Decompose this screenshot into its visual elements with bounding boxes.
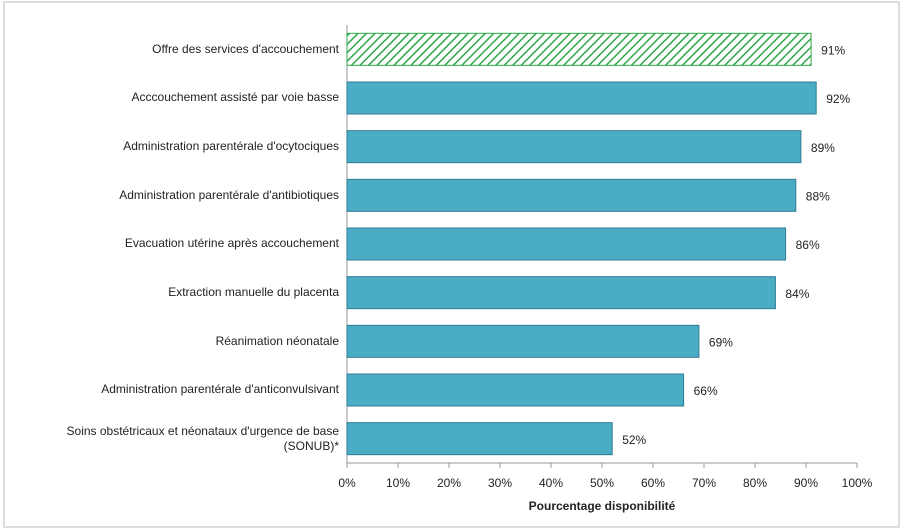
value-label: 66% [694, 384, 718, 398]
value-label: 88% [806, 190, 830, 204]
y-tick-label: Offre des services d'accouchement [152, 41, 339, 56]
bar [346, 81, 817, 115]
x-tick-label: 70% [692, 476, 716, 490]
x-tick-label: 20% [437, 476, 461, 490]
y-tick-label-box: Administration parentérale d'antibiotiqu… [119, 187, 339, 202]
y-tick-label: Acccouchement assisté par voie basse [131, 90, 339, 105]
y-tick-label: Evacuation utérine après accouchement [124, 236, 339, 251]
y-tick-label-box: Administration parentérale d'ocytociques [123, 139, 339, 154]
x-tick-label: 50% [590, 476, 614, 490]
value-label: 91% [821, 44, 845, 58]
y-tick-label: Réanimation néonatale [215, 333, 339, 348]
y-tick-label-box: Evacuation utérine après accouchement [124, 236, 339, 251]
value-label: 86% [796, 238, 820, 252]
value-label: 92% [826, 92, 850, 106]
value-label: 89% [811, 141, 835, 155]
bar [346, 32, 812, 66]
y-tick-label: Administration parentérale d'anticonvuls… [101, 382, 339, 397]
x-tick-label: 100% [842, 476, 873, 490]
value-label: 69% [709, 336, 733, 350]
y-tick-label-box: Offre des services d'accouchement [152, 41, 339, 56]
x-tick-label: 90% [794, 476, 818, 490]
x-tick-label: 60% [641, 476, 665, 490]
y-tick-label: Soins obstétricaux et néonataux d'urgenc… [66, 423, 339, 453]
value-label: 84% [785, 287, 809, 301]
x-axis-label: Pourcentage disponibilité [529, 499, 676, 513]
bar [346, 324, 700, 358]
x-tick-label: 80% [743, 476, 767, 490]
y-tick-label-box: Extraction manuelle du placenta [168, 285, 339, 300]
y-tick-label-box: Administration parentérale d'anticonvuls… [101, 382, 339, 397]
bar [346, 276, 776, 310]
y-tick-label-box: Soins obstétricaux et néonataux d'urgenc… [66, 423, 339, 453]
y-tick-label-box: Réanimation néonatale [215, 333, 339, 348]
x-tick-label: 0% [338, 476, 356, 490]
bar [346, 130, 802, 164]
x-tick-label: 30% [488, 476, 512, 490]
bar [346, 178, 797, 212]
bar [346, 373, 685, 407]
value-label: 52% [622, 433, 646, 447]
bar [346, 227, 787, 261]
x-tick-label: 40% [539, 476, 563, 490]
y-tick-label: Administration parentérale d'antibiotiqu… [119, 187, 339, 202]
x-tick-label: 10% [386, 476, 410, 490]
bar [346, 422, 613, 456]
y-tick-label: Extraction manuelle du placenta [168, 285, 339, 300]
y-tick-label-box: Acccouchement assisté par voie basse [131, 90, 339, 105]
y-tick-label: Administration parentérale d'ocytociques [123, 139, 339, 154]
chart-border [3, 1, 900, 528]
